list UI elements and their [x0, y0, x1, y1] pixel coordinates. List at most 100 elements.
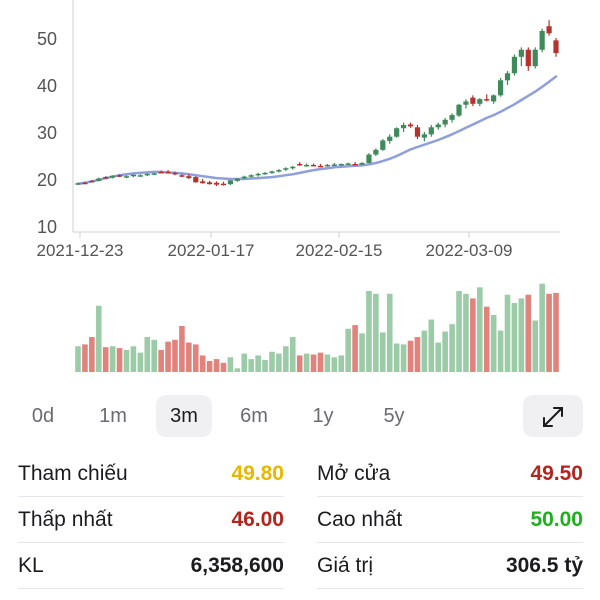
volume-bar [276, 353, 282, 372]
y-tick-label: 20 [37, 170, 57, 190]
range-5y-button[interactable]: 5y [383, 405, 405, 427]
volume-bar [359, 333, 365, 372]
volume-bar [470, 298, 476, 372]
candle-body [470, 97, 476, 104]
candle-body [116, 175, 123, 177]
candle-body [151, 173, 157, 175]
candle-body [158, 171, 164, 174]
stat-reference: Tham chiếu 49.80 [18, 452, 284, 496]
volume-bar [414, 337, 421, 372]
candle-body [331, 164, 337, 166]
candle-body [262, 172, 268, 175]
volume-bar [476, 287, 483, 372]
candle-body [435, 124, 441, 128]
volume-bar [123, 349, 130, 372]
volume-bar [546, 293, 552, 372]
stat-high: Cao nhất 50.00 [317, 498, 583, 542]
volume-bar [75, 346, 81, 372]
candle-body [387, 136, 393, 141]
volume-bar [324, 354, 331, 372]
candle-body [421, 134, 427, 138]
volume-bar [504, 294, 511, 372]
stat-label: Thấp nhất [18, 508, 113, 531]
candle-body [276, 170, 282, 172]
volume-bar [151, 339, 158, 372]
volume-bar [262, 360, 268, 372]
volume-bar [102, 347, 109, 372]
candle-body [213, 182, 220, 185]
volume-bar [172, 339, 178, 372]
candle-body [220, 183, 227, 186]
candle-body [504, 73, 511, 81]
candle-body [186, 176, 192, 179]
stat-label: Mở cửa [317, 462, 391, 485]
candle-body [484, 99, 490, 101]
volume-bar [532, 320, 539, 372]
candle-body [546, 26, 552, 34]
volume-bar [497, 330, 504, 372]
range-3m-button[interactable]: 3m [156, 395, 212, 437]
candle-body [366, 154, 372, 164]
stat-volume: KL 6,358,600 [18, 544, 284, 588]
volume-bar [158, 349, 164, 372]
divider [18, 542, 284, 543]
volume-bar [186, 342, 192, 372]
volume-bar [400, 344, 407, 372]
candle-body [400, 124, 407, 129]
range-1y-button[interactable]: 1y [312, 405, 334, 427]
volume-bar [518, 298, 525, 372]
volume-bar [241, 353, 248, 372]
range-1m-button[interactable]: 1m [99, 405, 127, 427]
y-tick-label: 60 [37, 0, 57, 2]
candle-body [338, 163, 344, 166]
volume-bar [227, 357, 234, 372]
volume-bar [511, 303, 518, 372]
volume-bar [539, 283, 545, 372]
volume-bar [449, 324, 455, 372]
expand-button[interactable] [523, 395, 583, 437]
y-tick-label: 10 [37, 217, 57, 237]
volume-bar [199, 355, 206, 372]
candle-body [310, 164, 317, 167]
x-tick-label: 2022-02-15 [296, 241, 383, 260]
candle-body [352, 163, 358, 166]
stat-value: 6,358,600 [190, 554, 284, 577]
volume-bar [483, 306, 490, 372]
volume-bar [165, 341, 171, 372]
volume-bar [352, 325, 358, 372]
candle-body [317, 165, 324, 168]
stat-label: KL [18, 554, 44, 577]
range-0d-button[interactable]: 0d [31, 405, 55, 427]
candle-body [373, 149, 379, 155]
volume-bar [435, 342, 442, 372]
candle-body [200, 181, 206, 184]
candle-body [227, 180, 234, 185]
candle-body [477, 99, 483, 104]
range-selector: 0d 1m 3m 6m 1y 5y [0, 395, 600, 441]
divider [18, 588, 284, 589]
candle-body [89, 180, 95, 183]
candle-body [255, 173, 261, 176]
x-tick-label: 2022-03-09 [426, 241, 513, 260]
price-chart[interactable]: 10 20 30 40 50 60 2021-12-23 2022-01-17 2022-02-… [0, 0, 600, 390]
candle-body [359, 163, 365, 165]
candle-body [449, 115, 455, 120]
candle-body [207, 182, 213, 185]
stat-label: Giá trị [317, 554, 374, 577]
candle-body [414, 127, 421, 137]
range-6m-button[interactable]: 6m [240, 405, 268, 427]
volume-bar [393, 343, 400, 372]
stat-value: 46.00 [231, 508, 284, 531]
x-tick-label: 2022-01-17 [168, 241, 255, 260]
candle-body [82, 182, 88, 185]
price-chart-svg[interactable]: 10 20 30 40 50 60 2021-12-23 2022-01-17 2022-02-… [0, 0, 600, 390]
y-tick-label: 50 [37, 29, 57, 49]
candle-body [241, 176, 247, 179]
volume-bar [303, 353, 310, 372]
volume-bar [296, 355, 303, 372]
candle-body [428, 127, 434, 135]
candle-body [304, 164, 310, 167]
volume-bar [421, 330, 428, 372]
candle-body [110, 175, 116, 178]
candle-body [539, 30, 545, 50]
